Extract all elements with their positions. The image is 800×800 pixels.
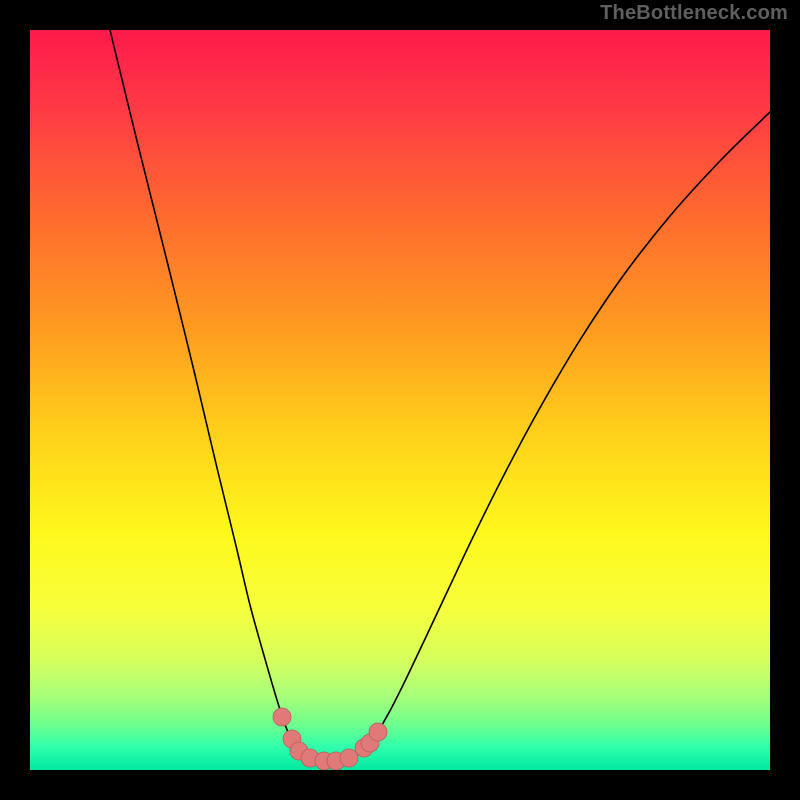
plot-svg (30, 30, 770, 770)
chart-frame: TheBottleneck.com (0, 0, 800, 800)
watermark-text: TheBottleneck.com (600, 2, 788, 25)
gradient-background (30, 30, 770, 770)
plot-area (30, 30, 770, 770)
data-marker (340, 749, 358, 767)
data-marker (369, 723, 387, 741)
data-marker (273, 708, 291, 726)
